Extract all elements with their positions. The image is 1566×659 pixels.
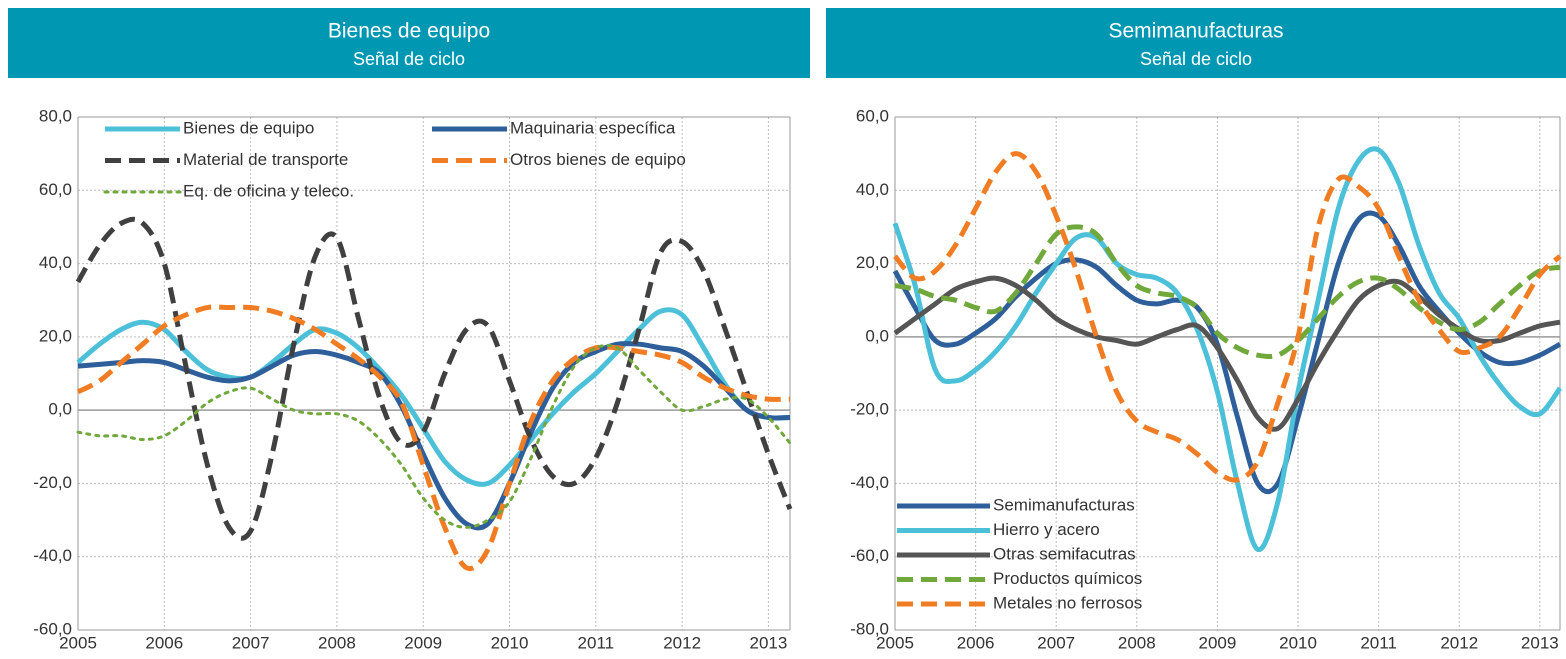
x-tick-label: 2008 (1118, 633, 1156, 652)
y-tick-label: -40,0 (850, 473, 889, 492)
y-tick-label: 20,0 (856, 253, 889, 272)
legend-label: Productos químicos (993, 569, 1142, 588)
chart-panel: Bienes de equipo Señal de ciclo -60,0 -40,0… (8, 8, 810, 652)
y-tick-label: -60,0 (850, 546, 889, 565)
x-tick-label: 2010 (491, 633, 529, 652)
x-tick-label: 2006 (957, 633, 995, 652)
y-tick-label: 60,0 (856, 106, 889, 125)
y-tick-label: -20,0 (850, 400, 889, 419)
y-tick-label: -20,0 (33, 473, 72, 492)
x-tick-label: 2011 (1360, 633, 1397, 652)
chart-header (826, 8, 1566, 78)
series-line (893, 151, 1562, 483)
legend-label: Semimanufacturas (993, 495, 1135, 514)
x-tick-label: 2005 (59, 633, 97, 652)
series-line (76, 307, 791, 487)
chart-title: Bienes de equipo (328, 20, 490, 43)
y-tick-label: 40,0 (856, 180, 889, 199)
x-tick-label: 2007 (1037, 633, 1075, 652)
y-tick-label: -40,0 (33, 546, 72, 565)
series-line (76, 304, 791, 572)
legend-label: Otras semifacutras (993, 544, 1136, 563)
chart-subtitle: Señal de ciclo (353, 49, 465, 69)
series-line (892, 146, 1563, 552)
x-tick-label: 2009 (1199, 633, 1237, 652)
series-line (893, 275, 1561, 432)
series-line (76, 343, 792, 529)
y-tick-label: 80,0 (39, 106, 72, 125)
legend-label: Material de transporte (183, 150, 348, 169)
legend-label: Otros bienes de equipo (510, 150, 686, 169)
x-tick-label: 2009 (404, 633, 442, 652)
series-line (77, 340, 791, 531)
x-tick-label: 2012 (1440, 633, 1478, 652)
series-line (75, 216, 793, 541)
legend-label: Metales no ferrosos (993, 593, 1142, 612)
legend-label: Maquinaria específica (510, 118, 676, 137)
legend-label: Bienes de equipo (183, 118, 314, 137)
y-tick-label: 20,0 (39, 326, 72, 345)
x-tick-label: 2011 (578, 633, 615, 652)
x-tick-label: 2013 (750, 633, 788, 652)
legend-label: Hierro y acero (993, 520, 1100, 539)
legend-label: Eq. de oficina y teleco. (183, 181, 354, 200)
y-tick-label: 0,0 (48, 400, 72, 419)
chart-title: Semimanufacturas (1108, 20, 1283, 43)
chart-header (8, 8, 810, 78)
x-tick-label: 2012 (663, 633, 701, 652)
y-tick-label: 0,0 (865, 326, 889, 345)
x-tick-label: 2013 (1521, 633, 1559, 652)
y-tick-label: 60,0 (39, 180, 72, 199)
y-tick-label: -60,0 (33, 619, 72, 638)
x-tick-label: 2006 (145, 633, 183, 652)
x-tick-label: 2007 (232, 633, 270, 652)
x-tick-label: 2010 (1279, 633, 1317, 652)
series-line (894, 224, 1561, 360)
x-tick-label: 2005 (876, 633, 914, 652)
chart-panel: Semimanufacturas Señal de ciclo -80,0 -60,0… (826, 8, 1566, 652)
y-tick-label: -80,0 (850, 619, 889, 638)
chart-subtitle: Señal de ciclo (1140, 49, 1252, 69)
x-tick-label: 2008 (318, 633, 356, 652)
y-tick-label: 40,0 (39, 253, 72, 272)
